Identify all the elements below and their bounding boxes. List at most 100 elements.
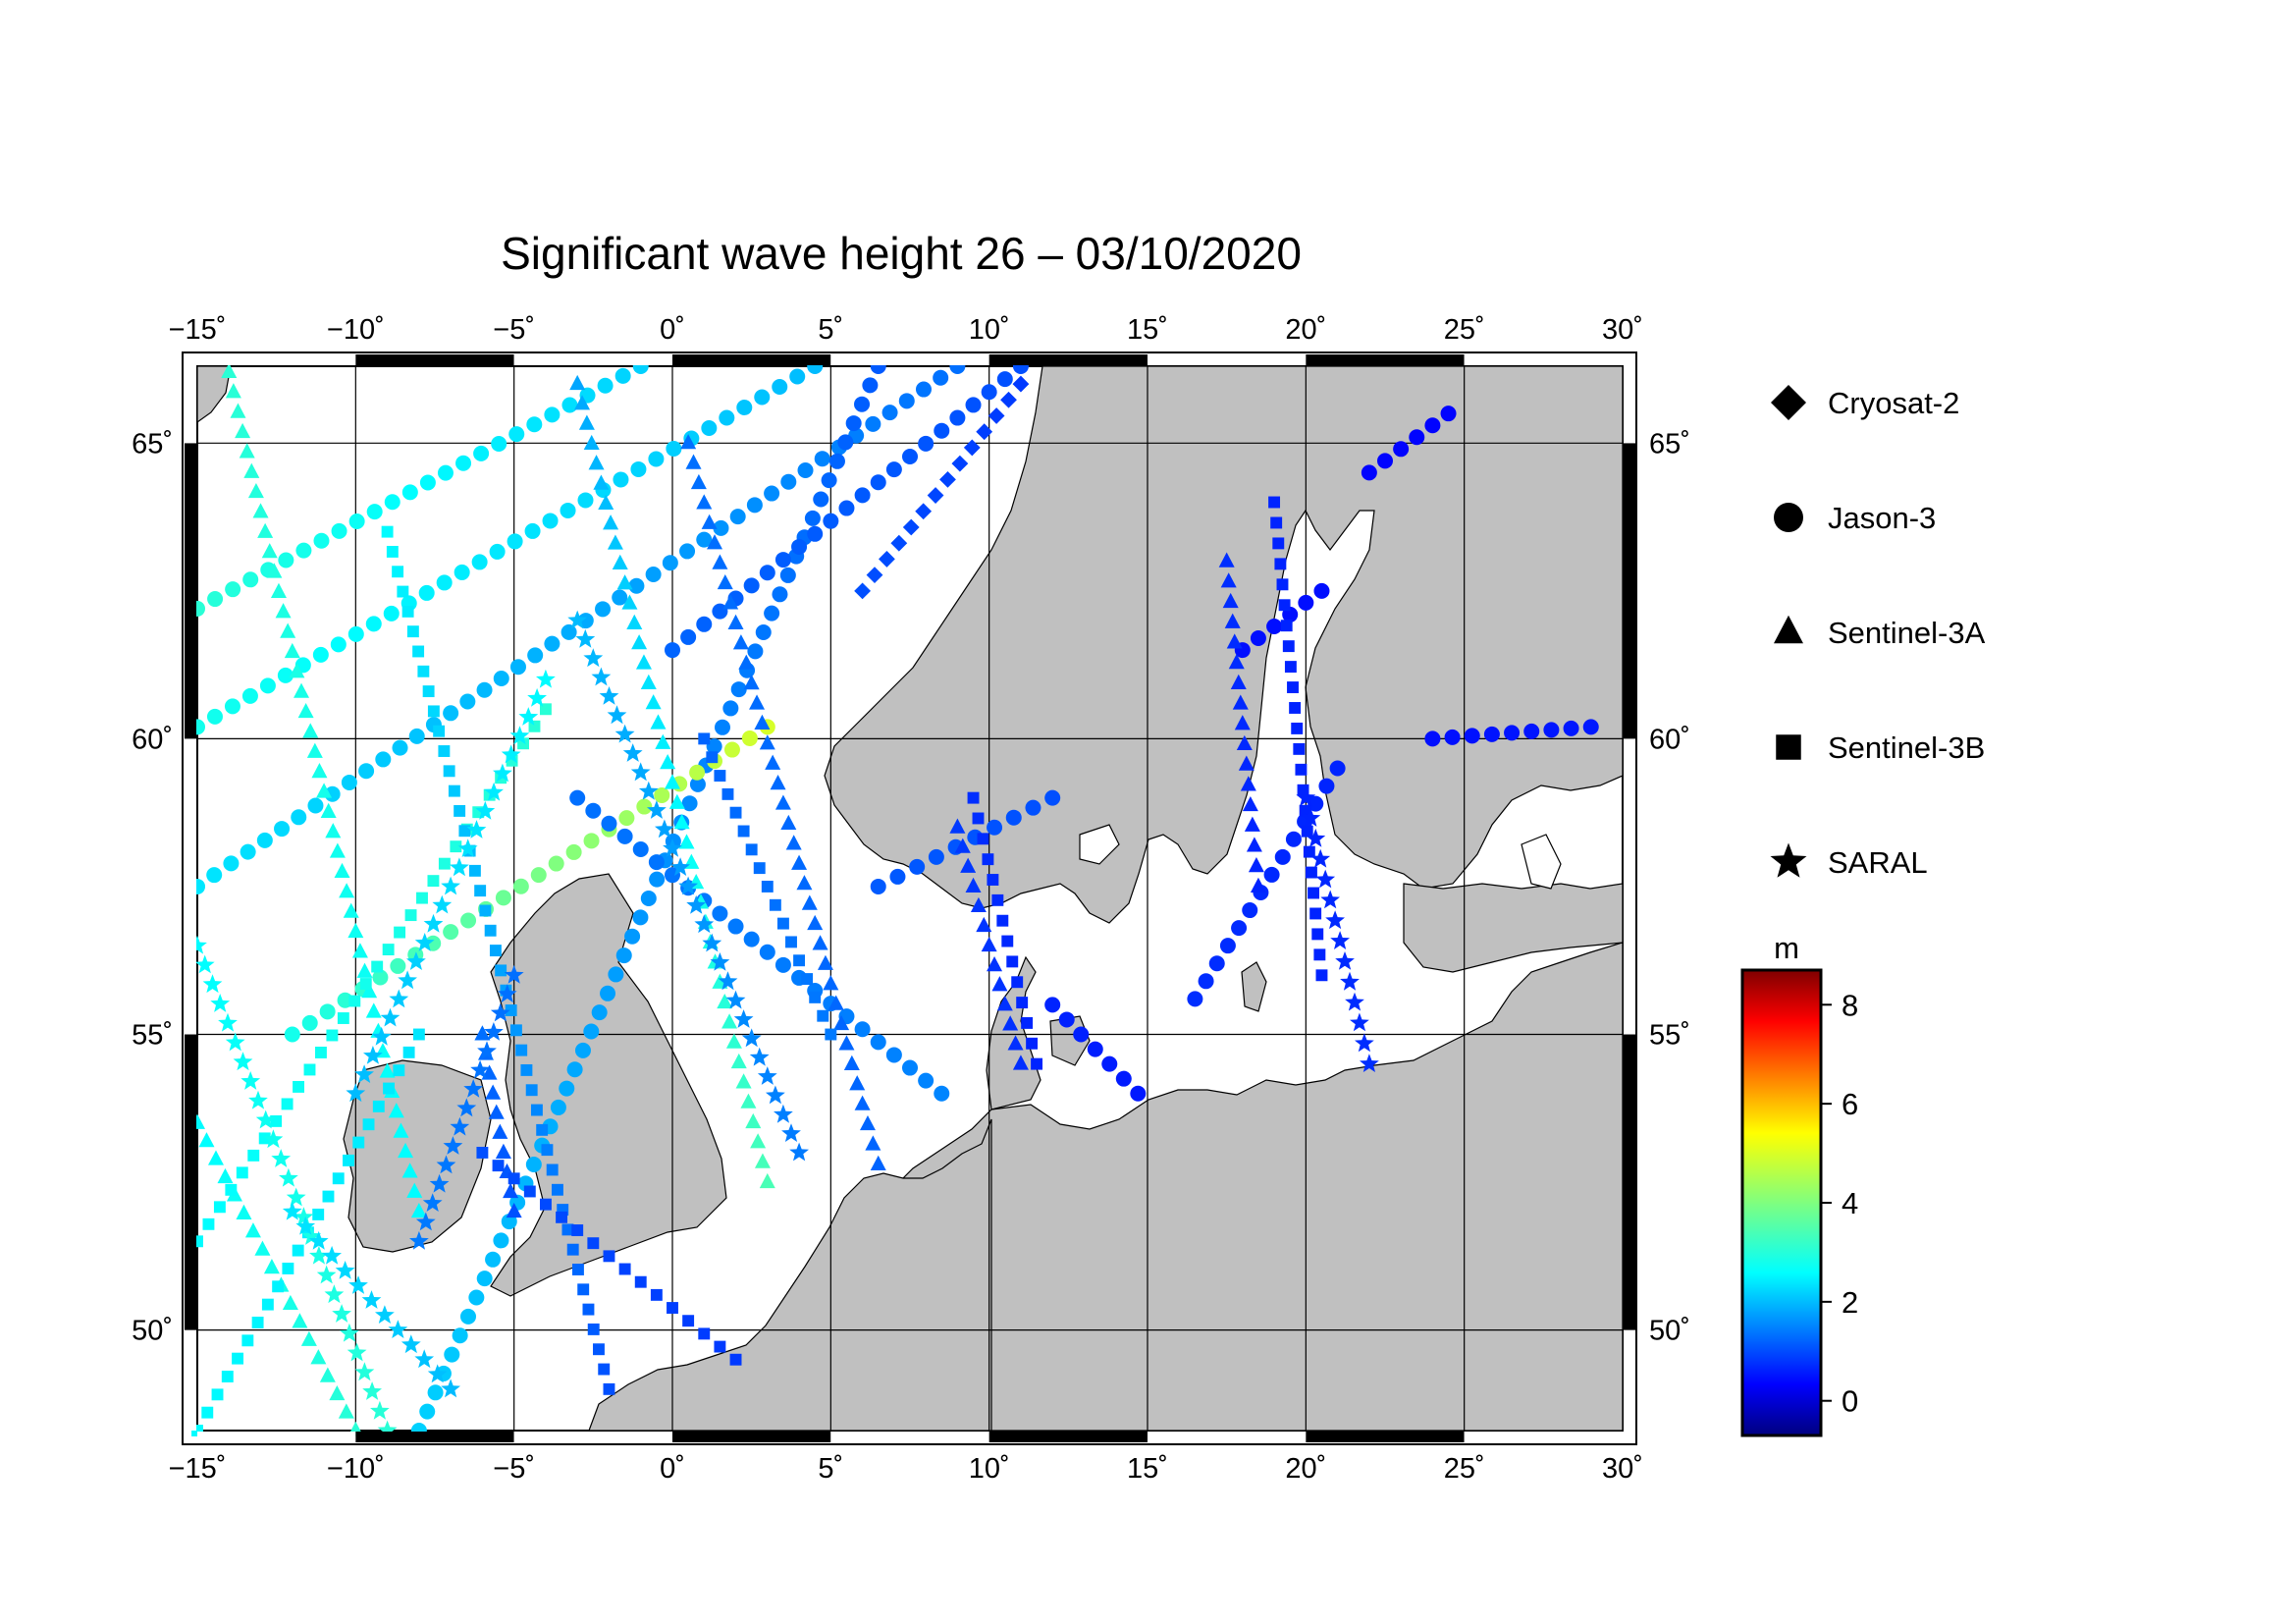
track-point bbox=[291, 809, 307, 826]
track-point bbox=[701, 419, 718, 436]
track-point bbox=[862, 377, 879, 394]
track-point bbox=[330, 636, 347, 653]
track-point bbox=[727, 614, 744, 629]
track-point bbox=[503, 1182, 519, 1199]
track-point bbox=[793, 954, 806, 967]
track-point bbox=[240, 1071, 261, 1090]
lat-tick-label-left: 50˚ bbox=[132, 1316, 173, 1347]
track-point bbox=[412, 1028, 425, 1041]
track-point bbox=[578, 414, 595, 430]
track-point bbox=[397, 585, 409, 598]
frame-tick-bottom bbox=[672, 1432, 831, 1442]
legend-item: SARAL bbox=[1770, 842, 1928, 880]
track-point bbox=[406, 625, 419, 638]
track-point bbox=[1002, 1015, 1019, 1031]
sentinel-3a-track-group bbox=[189, 362, 1266, 1436]
track-point bbox=[398, 1142, 414, 1159]
track-point bbox=[881, 405, 898, 421]
track-point bbox=[1325, 910, 1345, 930]
track-point bbox=[577, 492, 594, 509]
track-point bbox=[438, 745, 451, 757]
track-point bbox=[772, 378, 788, 395]
track-point bbox=[319, 1367, 336, 1382]
circle-icon bbox=[1774, 503, 1803, 532]
track-point bbox=[1250, 877, 1266, 893]
track-point bbox=[414, 1349, 435, 1369]
track-point bbox=[263, 1129, 284, 1149]
track-point bbox=[828, 995, 844, 1010]
track-point bbox=[418, 584, 435, 601]
track-point bbox=[210, 994, 231, 1012]
colorbar-gradient bbox=[1740, 968, 1823, 1437]
track-point bbox=[632, 840, 649, 857]
legend-label: Sentinel-3A bbox=[1828, 616, 1986, 650]
track-point bbox=[817, 1009, 829, 1022]
track-point bbox=[587, 1323, 600, 1335]
track-point bbox=[686, 894, 707, 914]
colorbar-ticks: 8 6 4 2 0 bbox=[1821, 988, 1858, 1419]
track-point bbox=[730, 1053, 747, 1069]
track-point bbox=[1291, 722, 1304, 734]
track-point bbox=[1424, 417, 1441, 434]
frame-tick-top bbox=[988, 354, 1148, 365]
track-point bbox=[754, 714, 771, 730]
track-point bbox=[965, 397, 982, 413]
track-point bbox=[559, 1080, 575, 1097]
track-point bbox=[765, 754, 781, 770]
track-point bbox=[1244, 816, 1260, 832]
track-point bbox=[583, 833, 600, 849]
track-point bbox=[389, 989, 409, 1008]
legend-item: Jason-3 bbox=[1774, 501, 1936, 535]
track-point bbox=[812, 935, 828, 950]
track-point bbox=[789, 1142, 809, 1162]
track-point bbox=[241, 1334, 254, 1347]
track-point bbox=[388, 1320, 408, 1338]
track-point bbox=[280, 622, 296, 638]
track-point bbox=[718, 971, 738, 991]
track-point bbox=[455, 455, 472, 471]
track-point bbox=[743, 577, 760, 594]
track-point bbox=[750, 1133, 767, 1149]
track-point bbox=[759, 734, 775, 750]
track-point bbox=[466, 820, 487, 839]
track-point bbox=[754, 389, 771, 406]
track-point bbox=[745, 1112, 762, 1129]
track-point bbox=[645, 694, 662, 710]
track-point bbox=[492, 1160, 505, 1172]
track-point bbox=[386, 545, 399, 558]
track-point bbox=[548, 855, 564, 872]
track-point bbox=[585, 802, 602, 819]
track-point bbox=[626, 614, 643, 629]
track-point bbox=[406, 1182, 423, 1198]
track-point bbox=[343, 1154, 354, 1166]
track-point bbox=[766, 1085, 785, 1105]
track-point bbox=[681, 795, 698, 812]
track-point bbox=[343, 902, 359, 918]
track-point bbox=[591, 1004, 608, 1021]
track-point bbox=[1231, 920, 1248, 937]
track-point bbox=[286, 1187, 306, 1207]
legend-label: Cryosat-2 bbox=[1828, 386, 1959, 420]
track-point bbox=[417, 665, 430, 677]
track-point bbox=[749, 1047, 770, 1066]
track-point bbox=[379, 1062, 396, 1078]
track-point bbox=[473, 445, 490, 461]
track-point bbox=[191, 1235, 203, 1248]
track-point bbox=[1464, 728, 1480, 744]
track-point bbox=[719, 409, 735, 426]
track-point bbox=[458, 825, 471, 838]
track-point bbox=[218, 1012, 238, 1032]
track-point bbox=[781, 1123, 801, 1142]
track-point bbox=[261, 1298, 274, 1311]
track-point bbox=[1299, 804, 1311, 817]
lat-tick-label-left: 60˚ bbox=[132, 724, 173, 755]
track-point bbox=[266, 563, 283, 578]
track-point bbox=[1044, 997, 1061, 1013]
track-point bbox=[1355, 1033, 1374, 1053]
track-point bbox=[754, 1153, 771, 1168]
track-point bbox=[505, 1004, 517, 1016]
track-point bbox=[865, 1135, 881, 1151]
track-point bbox=[1266, 618, 1283, 634]
track-point bbox=[295, 542, 312, 559]
lon-tick-label-bottom: 25˚ bbox=[1444, 1453, 1485, 1485]
